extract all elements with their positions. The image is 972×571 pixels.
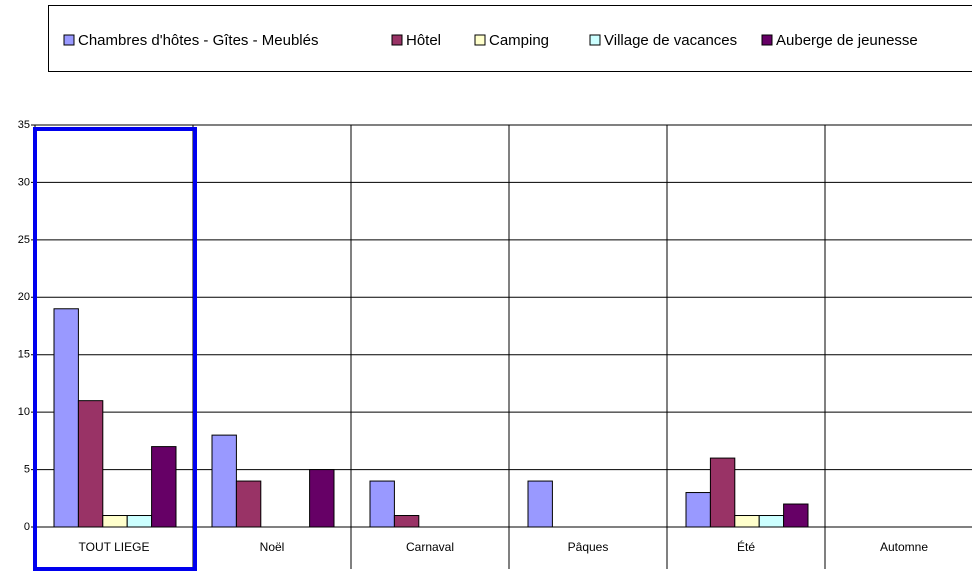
bar [527,480,553,528]
y-tick-label: 5 [24,463,30,475]
x-tick-label: Pâques [568,540,609,554]
bar [734,515,760,528]
y-tick-label: 15 [18,349,30,361]
x-tick-label: Automne [880,540,928,554]
bar [53,308,79,528]
legend-box [48,5,972,72]
bar [685,492,711,528]
y-tick-label: 0 [24,521,30,533]
bar [309,469,335,528]
x-tick-label: Été [737,539,755,554]
legend-swatch [63,34,75,46]
legend-label: Village de vacances [604,32,737,49]
bar [758,515,785,528]
legend-swatch [391,34,403,46]
legend-label: Camping [489,32,549,49]
bar [393,515,420,528]
legend-label: Chambres d'hôtes - Gîtes - Meublés [78,32,318,49]
x-tick-label: Carnaval [406,540,454,554]
bar [77,400,104,528]
bar [235,480,262,528]
y-tick-label: 25 [18,234,30,246]
y-tick-label: 20 [18,291,30,303]
y-tick-label: 10 [18,406,30,418]
bar [709,457,736,528]
x-tick-label: Noël [260,540,285,554]
bar [783,503,809,528]
bar [126,515,153,528]
y-tick-label: 30 [18,176,30,188]
highlight-box [33,127,197,571]
bar [151,446,177,528]
bar [211,434,237,528]
legend-label: Hôtel [406,32,441,49]
x-tick-label: TOUT LIEGE [79,540,150,554]
bar [369,480,395,528]
legend-swatch [589,34,601,46]
y-tick-label: 35 [18,119,30,131]
legend-label: Auberge de jeunesse [776,32,918,49]
legend-swatch [761,34,773,46]
legend-swatch [474,34,486,46]
bar [102,515,128,528]
